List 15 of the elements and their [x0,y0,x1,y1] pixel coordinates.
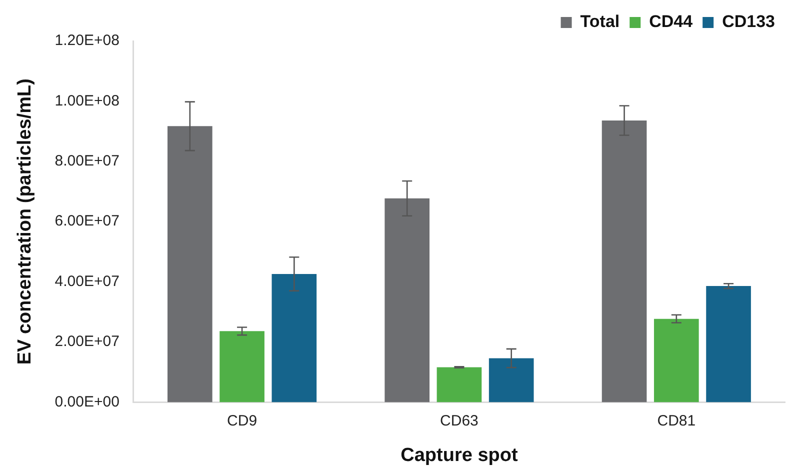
x-tick-label: CD63 [440,412,478,430]
y-tick-label: 4.00E+07 [54,272,120,290]
x-tick-label: CD9 [227,412,258,430]
y-tick-label: 2.00E+07 [54,333,120,350]
legend-label: Total [580,12,620,32]
y-tick-label: 6.00E+07 [54,212,120,230]
x-tick-label: CD81 [657,412,696,430]
y-axis-title: EV concentration (particles/mL) [14,78,36,365]
y-tick-label: 0.00E+00 [54,393,120,410]
y-tick-label: 8.00E+07 [54,152,120,170]
y-tick-label: 1.20E+08 [54,32,120,50]
x-axis-title: Capture spot [400,444,518,466]
legend-label: CD133 [722,12,776,32]
legend-label: CD44 [649,12,694,32]
y-tick-label: 1.00E+08 [54,92,120,110]
